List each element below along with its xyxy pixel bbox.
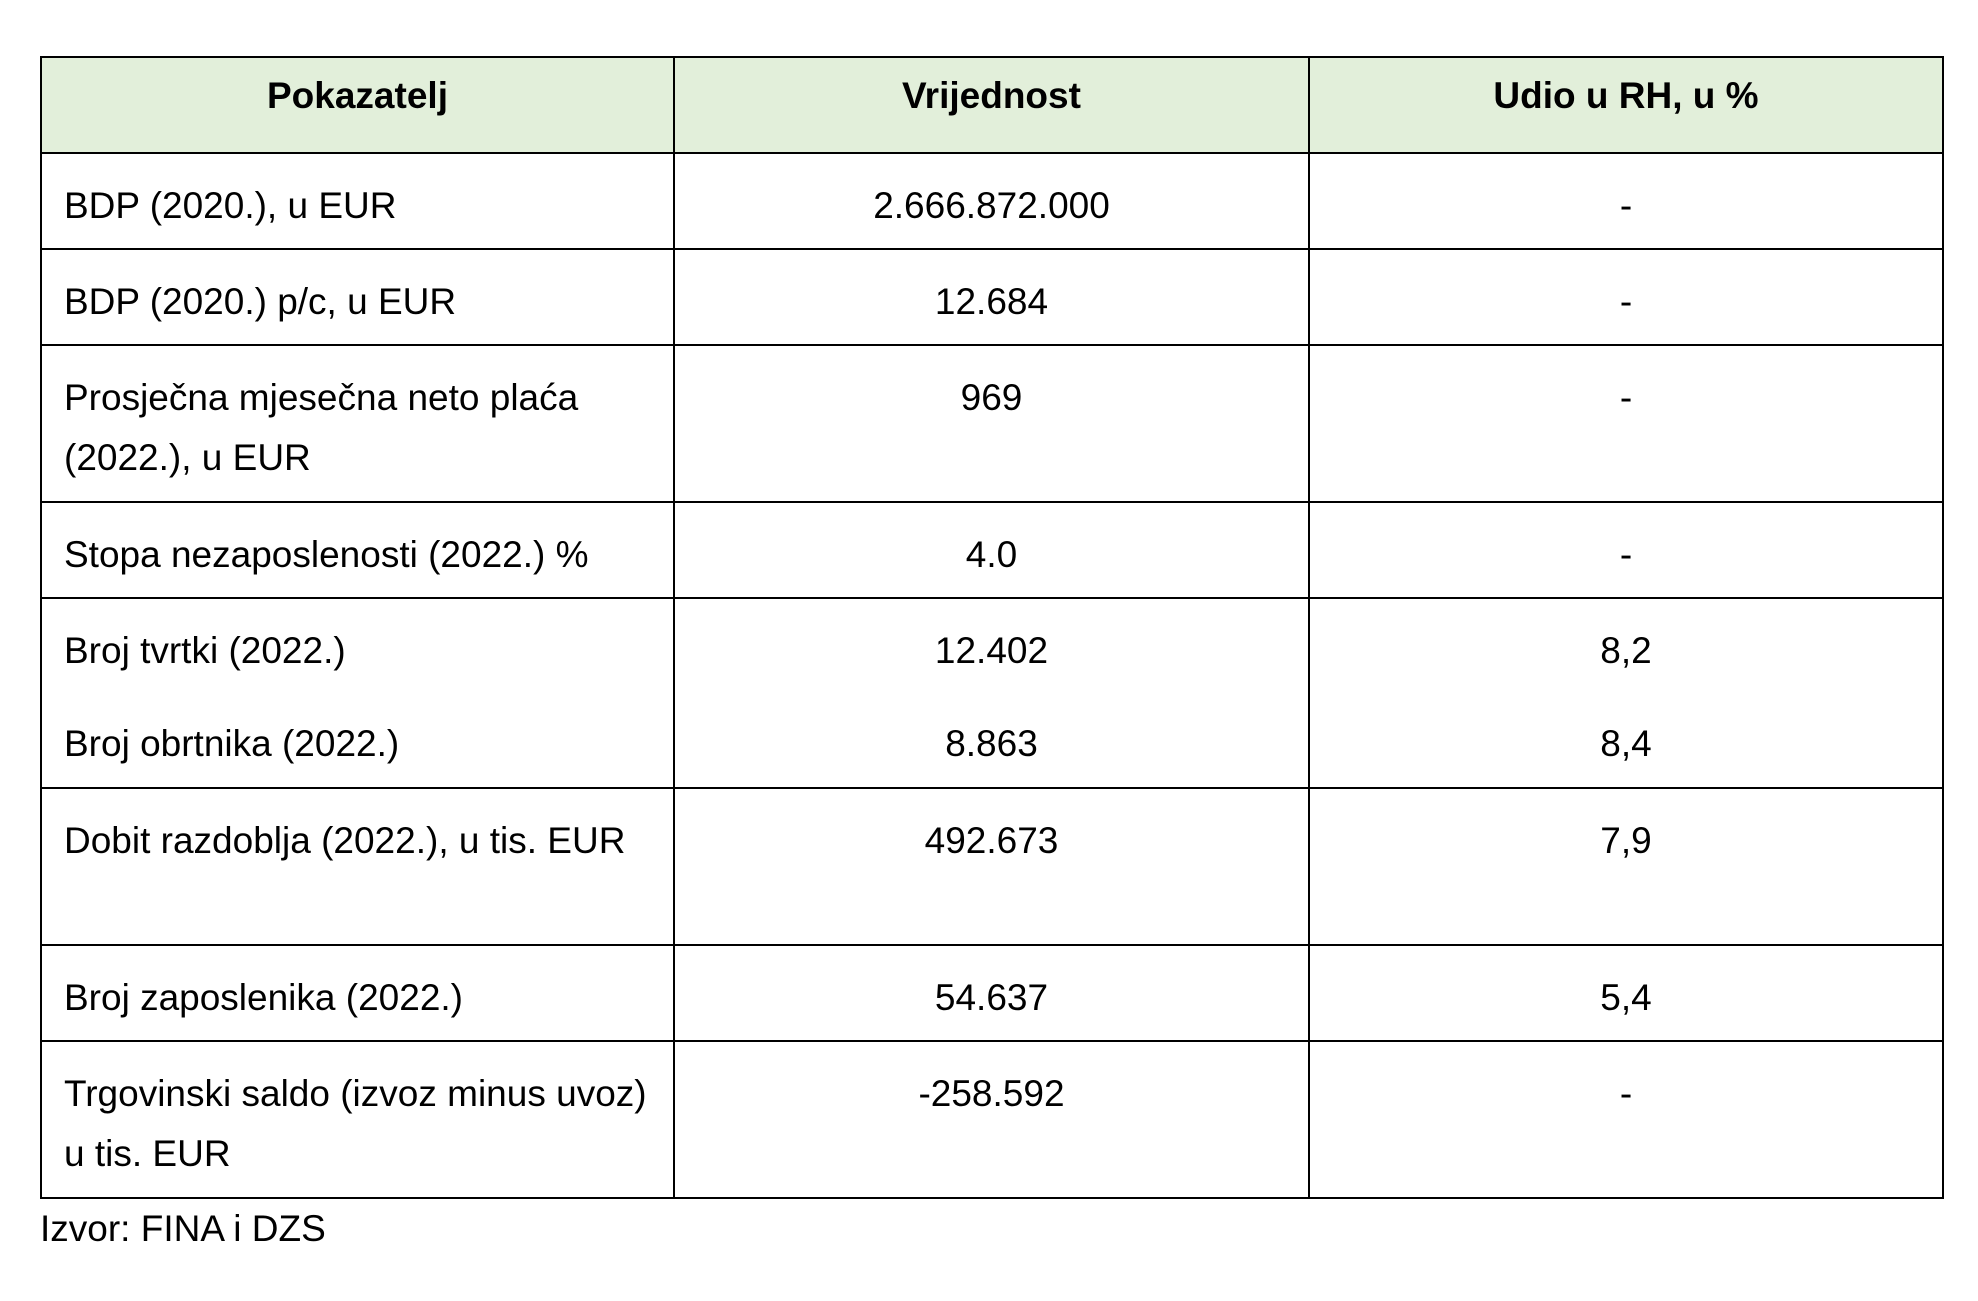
row-label: Broj obrtnika (2022.) (64, 723, 400, 764)
row-label: Broj tvrtki (2022.) (64, 630, 346, 671)
row-label: Stopa nezaposlenosti (2022.) % (40, 501, 675, 599)
row-share: 5,4 (1308, 944, 1944, 1042)
indicators-table-container: Pokazatelj Vrijednost Udio u RH, u % BDP… (40, 56, 1944, 1199)
indicators-table: Pokazatelj Vrijednost Udio u RH, u % BDP… (40, 56, 1944, 1199)
row-share: - (1308, 344, 1944, 503)
row-share: 8,2 (1600, 630, 1652, 671)
row-share: - (1308, 501, 1944, 599)
row-value: -258.592 (673, 1040, 1310, 1199)
table-row: Trgovinski saldo (izvoz minus uvoz) u ti… (40, 1040, 1944, 1199)
row-value: 54.637 (673, 944, 1310, 1042)
source-note: Izvor: FINA i DZS (40, 1208, 326, 1249)
row-share: - (1308, 248, 1944, 346)
row-label: BDP (2020.) p/c, u EUR (40, 248, 675, 346)
row-label: Prosječna mjesečna neto plaća (2022.), u… (40, 344, 675, 503)
row-share: 7,9 (1308, 787, 1944, 946)
table-row: BDP (2020.) p/c, u EUR 12.684 - (40, 248, 1944, 346)
header-value: Vrijednost (673, 56, 1310, 154)
row-value: 12.402 (934, 630, 1049, 671)
header-indicator: Pokazatelj (40, 56, 675, 154)
row-value: 8.863 (945, 723, 1038, 764)
row-share: 8,4 (1600, 723, 1652, 764)
row-share: - (1308, 1040, 1944, 1199)
row-value: 12.684 (673, 248, 1310, 346)
table-header-row: Pokazatelj Vrijednost Udio u RH, u % (40, 56, 1944, 154)
table-row: Broj zaposlenika (2022.) 54.637 5,4 (40, 944, 1944, 1042)
row-label: Broj zaposlenika (2022.) (40, 944, 675, 1042)
row-label-group: Broj tvrtki (2022.) Broj obrtnika (2022.… (40, 597, 675, 789)
row-value: 4.0 (673, 501, 1310, 599)
row-label: Dobit razdoblja (2022.), u tis. EUR (40, 787, 675, 946)
table-row: Broj tvrtki (2022.) Broj obrtnika (2022.… (40, 597, 1944, 789)
table-row: BDP (2020.), u EUR 2.666.872.000 - (40, 152, 1944, 250)
table-row: Dobit razdoblja (2022.), u tis. EUR 492.… (40, 787, 1944, 946)
row-label: Trgovinski saldo (izvoz minus uvoz) u ti… (40, 1040, 675, 1199)
row-value-group: 12.402 8.863 (673, 597, 1310, 789)
row-label: BDP (2020.), u EUR (40, 152, 675, 250)
row-value: 2.666.872.000 (673, 152, 1310, 250)
row-share: - (1308, 152, 1944, 250)
row-value: 492.673 (673, 787, 1310, 946)
header-share: Udio u RH, u % (1308, 56, 1944, 154)
table-row: Stopa nezaposlenosti (2022.) % 4.0 - (40, 501, 1944, 599)
table-row: Prosječna mjesečna neto plaća (2022.), u… (40, 344, 1944, 503)
row-share-group: 8,2 8,4 (1308, 597, 1944, 789)
row-value: 969 (673, 344, 1310, 503)
